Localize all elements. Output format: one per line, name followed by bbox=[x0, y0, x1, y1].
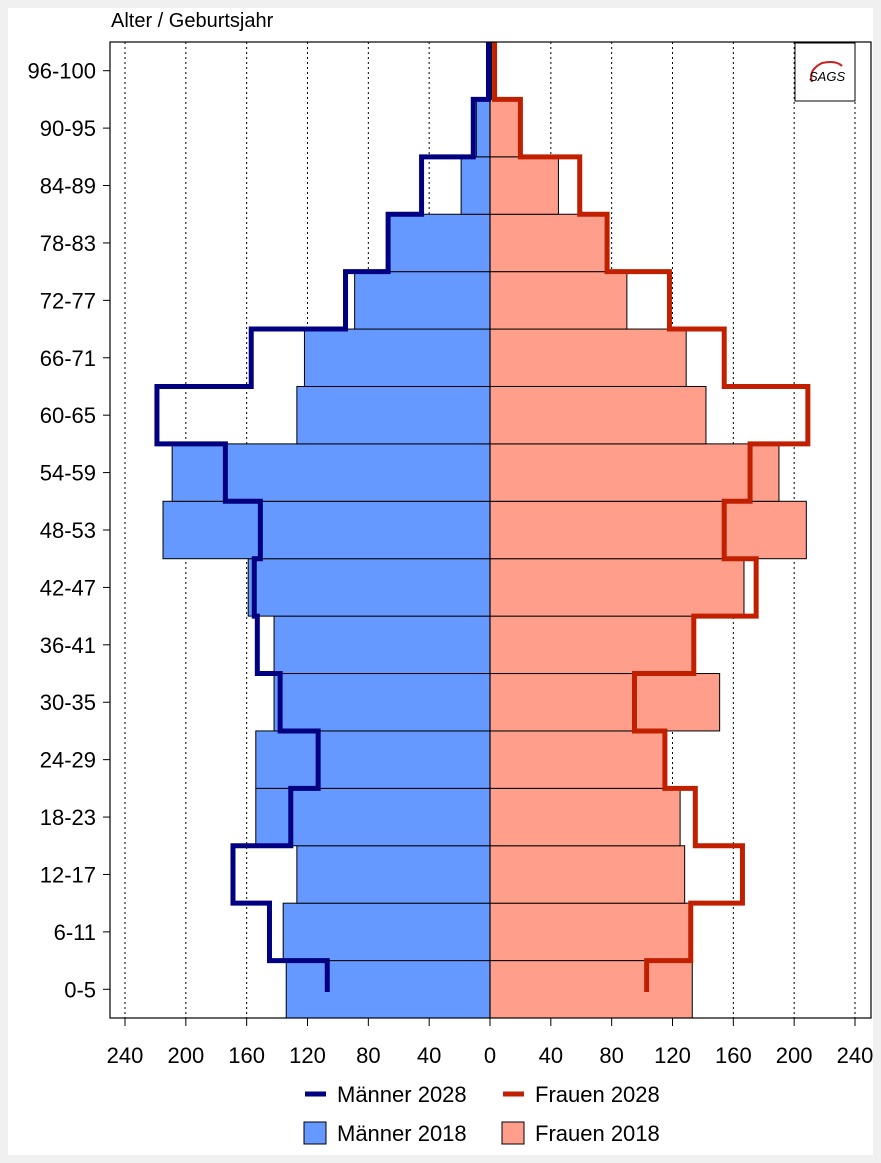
female-2028-line bbox=[492, 42, 811, 992]
y-tick-label: 0-5 bbox=[64, 977, 96, 1002]
y-tick-label: 84-89 bbox=[40, 174, 96, 199]
legend-label: Männer 2028 bbox=[337, 1082, 467, 1107]
y-tick-label: 48-53 bbox=[40, 518, 96, 543]
y-tick-label: 72-77 bbox=[40, 288, 96, 313]
step-lines bbox=[154, 42, 811, 992]
y-tick-labels: 0-5 6-11 12-17 18-23 24-29 30-35 36-41 42-47 48-… bbox=[27, 59, 110, 1002]
y-tick-label: 66-71 bbox=[40, 346, 96, 371]
y-tick-label: 6-11 bbox=[54, 920, 96, 945]
y-tick-label: 90-95 bbox=[40, 116, 96, 141]
female-2018-bar bbox=[489, 730, 664, 789]
legend-bar-swatch bbox=[501, 1121, 525, 1145]
male-2018-bar bbox=[171, 443, 491, 502]
x-tick-label: 40 bbox=[539, 1043, 563, 1068]
legend: Männer 2028 Frauen 2028 Männer 2018 Frauen … bbox=[303, 1082, 660, 1146]
x-tick-labels: 240 200 160 120 80 40 0 40 80 120 160 200 240 bbox=[107, 1018, 874, 1068]
male-2018-bar bbox=[162, 500, 491, 560]
x-tick-label: 0 bbox=[484, 1043, 496, 1068]
male-2018-bar bbox=[296, 385, 491, 445]
female-2018-bar bbox=[489, 845, 686, 904]
female-2018-bar bbox=[489, 558, 745, 617]
male-2028-line bbox=[154, 42, 491, 992]
y-tick-label: 18-23 bbox=[40, 805, 96, 830]
male-2018-bar bbox=[460, 156, 491, 215]
legend-label: Frauen 2018 bbox=[535, 1121, 660, 1146]
male-2018-bar bbox=[273, 615, 491, 675]
x-tick-label: 120 bbox=[289, 1043, 326, 1068]
legend-bar-swatch bbox=[303, 1121, 327, 1145]
logo-text: SAGS bbox=[809, 69, 845, 84]
male-2018-bar bbox=[475, 98, 491, 158]
male-2018-bar bbox=[247, 558, 491, 617]
y-axis-label: Alter / Geburtsjahr bbox=[111, 10, 274, 32]
x-tick-label: 200 bbox=[167, 1043, 204, 1068]
y-tick-label: 36-41 bbox=[40, 633, 96, 658]
y-tick-label: 42-47 bbox=[40, 575, 96, 600]
female-2018-bar bbox=[489, 213, 608, 273]
female-2018-bar bbox=[489, 902, 692, 962]
y-tick-label: 12-17 bbox=[40, 862, 96, 887]
male-2018-bar bbox=[354, 271, 491, 330]
female-2018-bar bbox=[489, 787, 681, 847]
x-tick-label: 160 bbox=[228, 1043, 265, 1068]
x-tick-label: 200 bbox=[776, 1043, 813, 1068]
y-tick-label: 54-59 bbox=[40, 461, 96, 486]
female-2018-bar bbox=[489, 156, 559, 215]
x-tick-label: 160 bbox=[715, 1043, 752, 1068]
y-tick-label: 60-65 bbox=[40, 403, 96, 428]
logo-swoosh bbox=[810, 61, 843, 83]
female-2018-bar bbox=[489, 271, 628, 330]
legend-label: Männer 2018 bbox=[337, 1121, 467, 1146]
female-2018-bar bbox=[489, 385, 707, 445]
female-2018-bar bbox=[489, 98, 520, 158]
y-tick-label: 78-83 bbox=[40, 231, 96, 256]
female-2018-bar bbox=[489, 960, 693, 1019]
male-2018-bar bbox=[387, 213, 491, 273]
female-2018-bar bbox=[489, 615, 695, 675]
male-2018-bar bbox=[296, 845, 491, 904]
y-tick-label: 96-100 bbox=[27, 59, 96, 84]
x-tick-label: 240 bbox=[837, 1043, 874, 1068]
sags-logo: SAGS bbox=[794, 42, 856, 102]
x-tick-label: 240 bbox=[107, 1043, 144, 1068]
x-tick-label: 80 bbox=[599, 1043, 623, 1068]
female-2018-bar bbox=[489, 328, 687, 387]
y-tick-label: 30-35 bbox=[40, 690, 96, 715]
male-2018-bar bbox=[285, 960, 491, 1019]
female-2018-bar bbox=[489, 443, 780, 502]
legend-label: Frauen 2028 bbox=[535, 1082, 660, 1107]
y-tick-label: 24-29 bbox=[40, 748, 96, 773]
female-2018-bar bbox=[489, 673, 721, 732]
male-2018-bar bbox=[273, 673, 491, 732]
x-tick-label: 120 bbox=[654, 1043, 691, 1068]
x-tick-label: 40 bbox=[417, 1043, 441, 1068]
x-tick-label: 80 bbox=[356, 1043, 380, 1068]
male-2018-bar bbox=[303, 328, 491, 387]
male-2018-bar bbox=[255, 730, 491, 789]
bars bbox=[162, 41, 807, 1019]
logo-box bbox=[794, 42, 856, 102]
female-2018-bar bbox=[489, 500, 807, 560]
male-2018-bar bbox=[282, 902, 491, 962]
male-2018-bar bbox=[255, 787, 491, 847]
